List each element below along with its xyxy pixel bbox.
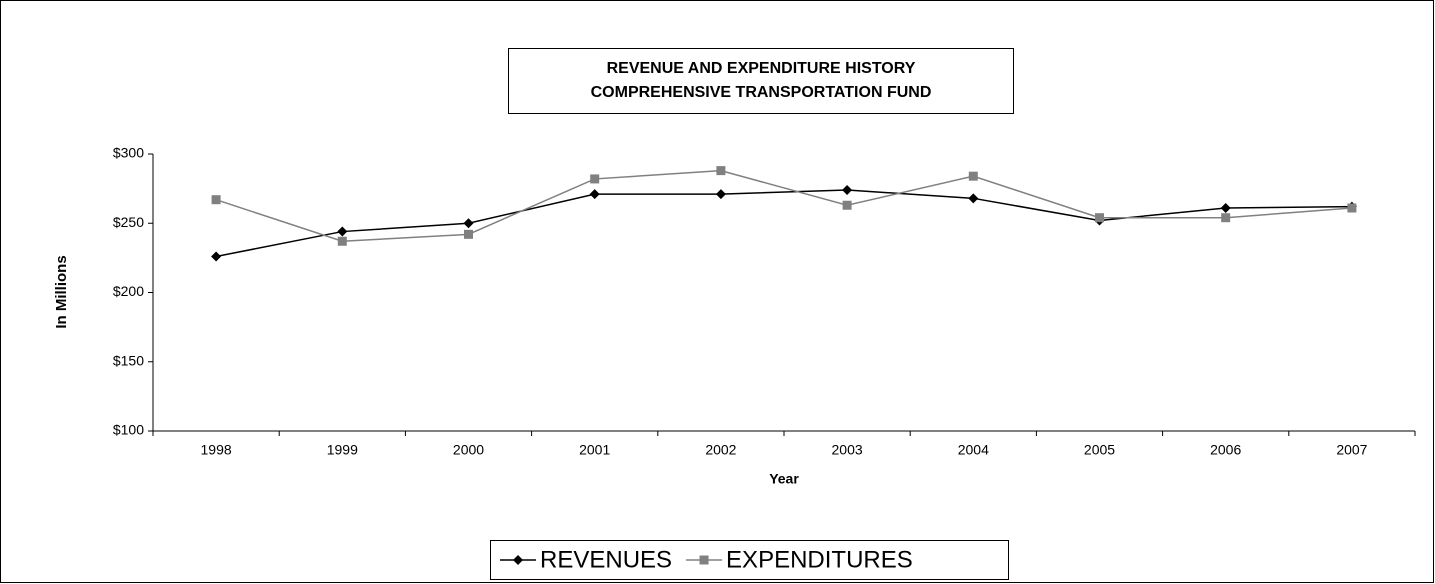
x-tick-label: 2005 bbox=[1084, 442, 1115, 458]
point bbox=[842, 185, 853, 196]
point bbox=[337, 226, 348, 237]
x-tick-label: 2006 bbox=[1210, 442, 1241, 458]
point bbox=[513, 555, 523, 565]
chart-title: REVENUE AND EXPENDITURE HISTORY bbox=[607, 60, 916, 77]
x-tick-label: 2007 bbox=[1336, 442, 1367, 458]
point bbox=[463, 218, 474, 229]
y-tick-label: $200 bbox=[113, 283, 144, 299]
x-tick-label: 2001 bbox=[579, 442, 610, 458]
y-axis-label: In Millions bbox=[53, 255, 70, 328]
point bbox=[842, 200, 852, 210]
series-line bbox=[215, 169, 1352, 243]
point bbox=[699, 555, 709, 565]
point bbox=[590, 174, 600, 184]
point bbox=[337, 236, 347, 246]
point bbox=[1221, 213, 1231, 223]
point bbox=[211, 251, 222, 262]
point bbox=[1095, 213, 1104, 223]
chart-title: COMPREHENSIVE TRANSPORTATION FUND bbox=[591, 84, 932, 101]
y-tick-label: $300 bbox=[113, 145, 144, 161]
y-tick-label: $150 bbox=[113, 352, 144, 368]
x-tick-label: 2000 bbox=[453, 442, 484, 458]
point bbox=[968, 171, 978, 181]
y-tick-label: $100 bbox=[113, 422, 144, 438]
point bbox=[589, 189, 600, 200]
point bbox=[968, 193, 979, 204]
x-axis-label: Year bbox=[769, 471, 799, 487]
x-tick-label: 1999 bbox=[327, 442, 358, 458]
legend-box bbox=[490, 540, 1009, 580]
x-tick-label: 2002 bbox=[705, 442, 736, 458]
point bbox=[464, 229, 473, 239]
point bbox=[1347, 203, 1357, 213]
x-tick-label: 1998 bbox=[201, 442, 232, 458]
x-tick-label: 2003 bbox=[832, 442, 863, 458]
point bbox=[1220, 203, 1231, 214]
point bbox=[715, 189, 726, 200]
point bbox=[211, 195, 221, 205]
point bbox=[716, 166, 726, 176]
legend-label: REVENUES bbox=[540, 546, 672, 573]
title-box bbox=[508, 48, 1014, 114]
legend-label: EXPENDITURES bbox=[726, 546, 913, 573]
series-line bbox=[215, 189, 1352, 258]
y-tick-label: $250 bbox=[113, 214, 144, 230]
x-tick-label: 2004 bbox=[958, 442, 989, 458]
